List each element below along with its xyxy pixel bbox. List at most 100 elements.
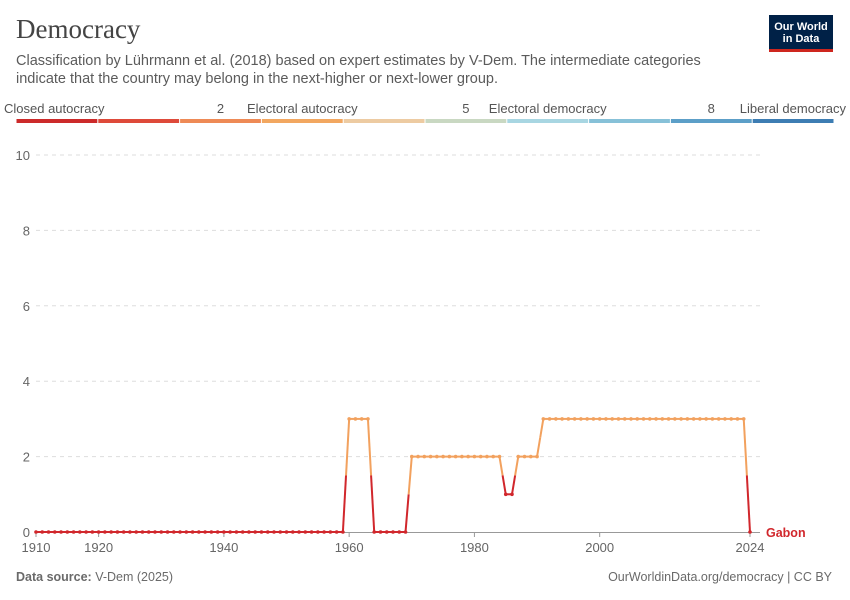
data-point[interactable]	[635, 417, 640, 421]
data-point[interactable]	[40, 530, 45, 534]
data-point[interactable]	[685, 417, 690, 421]
data-point[interactable]	[247, 530, 251, 534]
data-point[interactable]	[397, 530, 402, 534]
data-point[interactable]	[328, 530, 333, 534]
data-point[interactable]	[522, 454, 527, 459]
data-point[interactable]	[679, 417, 683, 421]
data-point[interactable]	[560, 417, 564, 421]
data-point[interactable]	[597, 417, 602, 421]
data-point[interactable]	[121, 530, 126, 534]
series-gabon[interactable]: Gabon	[34, 417, 806, 540]
data-point[interactable]	[622, 417, 627, 421]
data-point[interactable]	[359, 417, 364, 421]
footer-url[interactable]: OurWorldinData.org/democracy | CC BY	[608, 570, 832, 584]
data-point[interactable]	[516, 454, 521, 459]
data-point[interactable]	[729, 417, 734, 421]
data-point[interactable]	[303, 530, 308, 534]
data-point[interactable]	[654, 417, 658, 421]
data-point[interactable]	[146, 530, 151, 534]
data-point[interactable]	[316, 530, 320, 534]
data-point[interactable]	[641, 417, 646, 421]
data-point[interactable]	[103, 530, 107, 534]
data-point[interactable]	[334, 530, 339, 534]
data-point[interactable]	[497, 454, 502, 459]
data-point[interactable]	[353, 417, 358, 421]
data-point[interactable]	[647, 417, 652, 421]
data-point[interactable]	[554, 417, 558, 421]
data-point[interactable]	[466, 454, 470, 459]
legend-swatch-1[interactable]	[98, 119, 180, 123]
data-point[interactable]	[309, 530, 314, 534]
data-point[interactable]	[215, 530, 220, 534]
data-point[interactable]	[372, 530, 377, 534]
data-point[interactable]	[409, 454, 414, 459]
data-point[interactable]	[228, 530, 232, 534]
data-point[interactable]	[90, 530, 95, 534]
data-point[interactable]	[259, 530, 264, 534]
data-point[interactable]	[59, 530, 63, 534]
data-point[interactable]	[84, 530, 88, 534]
data-point[interactable]	[503, 492, 508, 497]
data-point[interactable]	[472, 454, 477, 459]
owid-logo[interactable]: Our World in Data	[769, 15, 833, 52]
data-point[interactable]	[591, 417, 596, 421]
data-point[interactable]	[604, 417, 608, 421]
legend-swatch-8[interactable]	[670, 119, 752, 123]
data-point[interactable]	[547, 417, 552, 421]
legend-swatch-7[interactable]	[589, 119, 670, 123]
data-point[interactable]	[184, 530, 189, 534]
data-point[interactable]	[190, 530, 195, 534]
data-point[interactable]	[704, 417, 708, 421]
data-point[interactable]	[272, 530, 276, 534]
data-point[interactable]	[435, 454, 439, 459]
data-point[interactable]	[96, 530, 101, 534]
data-point[interactable]	[140, 530, 145, 534]
data-point[interactable]	[585, 417, 589, 421]
series-label-gabon[interactable]: Gabon	[766, 526, 806, 540]
data-point[interactable]	[391, 530, 395, 534]
data-source-value[interactable]: V-Dem (2025)	[95, 570, 174, 584]
data-point[interactable]	[428, 454, 433, 459]
data-point[interactable]	[723, 417, 727, 421]
data-point[interactable]	[265, 530, 270, 534]
data-point[interactable]	[171, 530, 176, 534]
data-point[interactable]	[441, 454, 445, 459]
data-point[interactable]	[579, 417, 583, 421]
data-point[interactable]	[178, 530, 182, 534]
data-point[interactable]	[541, 417, 546, 421]
legend-swatch-2[interactable]	[180, 119, 261, 123]
data-point[interactable]	[322, 530, 326, 534]
data-point[interactable]	[748, 530, 752, 534]
data-point[interactable]	[510, 492, 514, 497]
data-point[interactable]	[528, 454, 533, 459]
data-point[interactable]	[716, 417, 721, 421]
data-point[interactable]	[71, 530, 76, 534]
data-point[interactable]	[572, 417, 577, 421]
data-point[interactable]	[691, 417, 696, 421]
data-point[interactable]	[710, 417, 715, 421]
data-point[interactable]	[109, 530, 113, 534]
legend-swatch-6[interactable]	[507, 119, 589, 123]
data-point[interactable]	[115, 530, 120, 534]
data-point[interactable]	[416, 454, 420, 459]
data-point[interactable]	[65, 530, 70, 534]
legend-swatch-9[interactable]	[752, 119, 834, 123]
data-point[interactable]	[673, 417, 677, 421]
data-point[interactable]	[209, 530, 214, 534]
data-point[interactable]	[566, 417, 571, 421]
data-point[interactable]	[297, 530, 301, 534]
data-point[interactable]	[698, 417, 702, 421]
data-point[interactable]	[491, 454, 496, 459]
data-point[interactable]	[347, 417, 351, 421]
legend-swatch-0[interactable]	[16, 119, 98, 123]
legend-swatch-5[interactable]	[425, 119, 507, 123]
data-point[interactable]	[52, 530, 57, 534]
data-point[interactable]	[660, 417, 665, 421]
data-point[interactable]	[222, 530, 226, 534]
data-point[interactable]	[447, 454, 452, 459]
data-point[interactable]	[34, 530, 38, 534]
data-point[interactable]	[384, 530, 389, 534]
data-point[interactable]	[478, 454, 483, 459]
data-point[interactable]	[290, 530, 295, 534]
data-point[interactable]	[453, 454, 458, 459]
